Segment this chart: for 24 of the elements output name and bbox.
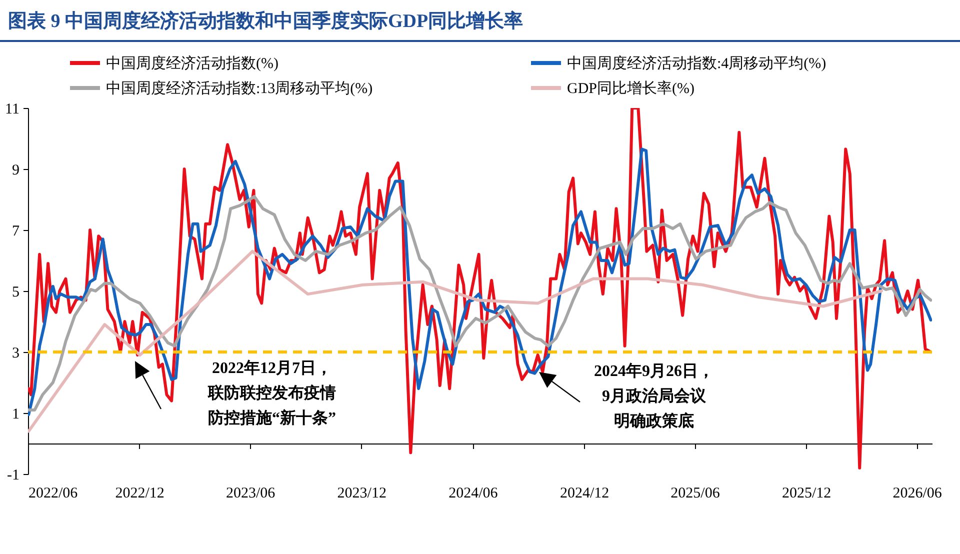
- line-series: [28, 250, 884, 433]
- y-tick-label: 9: [12, 162, 20, 178]
- annotation: 2024年9月26日，9月政治局会议明确政策底: [594, 362, 714, 430]
- legend-label: 中国周度经济活动指数:4周移动平均(%): [567, 55, 826, 72]
- annotation: 2022年12月7日，联防联控发布疫情防控措施“新十条”: [207, 359, 336, 427]
- x-tick-label: 2025/06: [670, 486, 720, 502]
- legend-label: 中国周度经济活动指数(%): [106, 55, 278, 72]
- x-tick-label: 2026/06: [892, 486, 942, 502]
- legend-label: 中国周度经济活动指数:13周移动平均(%): [106, 80, 373, 97]
- y-tick-label: 5: [12, 284, 20, 300]
- y-tick-label: 11: [5, 102, 20, 118]
- x-tick-label: 2024/12: [560, 486, 610, 502]
- legend-label: GDP同比增长率(%): [567, 80, 694, 97]
- x-tick-label: 2024/06: [448, 486, 498, 502]
- x-tick-label: 2025/12: [782, 486, 832, 502]
- y-tick-label: 1: [12, 406, 20, 422]
- y-tick-label: 3: [12, 346, 20, 362]
- x-tick-label: 2023/12: [337, 486, 386, 502]
- x-tick-label: 2022/12: [115, 486, 164, 502]
- chart-title: 图表 9 中国周度经济活动指数和中国季度实际GDP同比增长率: [0, 0, 960, 42]
- y-tick-label: 7: [12, 224, 20, 240]
- x-tick-label: 2023/06: [226, 486, 276, 502]
- x-tick-label: 2022/06: [28, 486, 78, 502]
- y-tick-label: -1: [7, 468, 20, 484]
